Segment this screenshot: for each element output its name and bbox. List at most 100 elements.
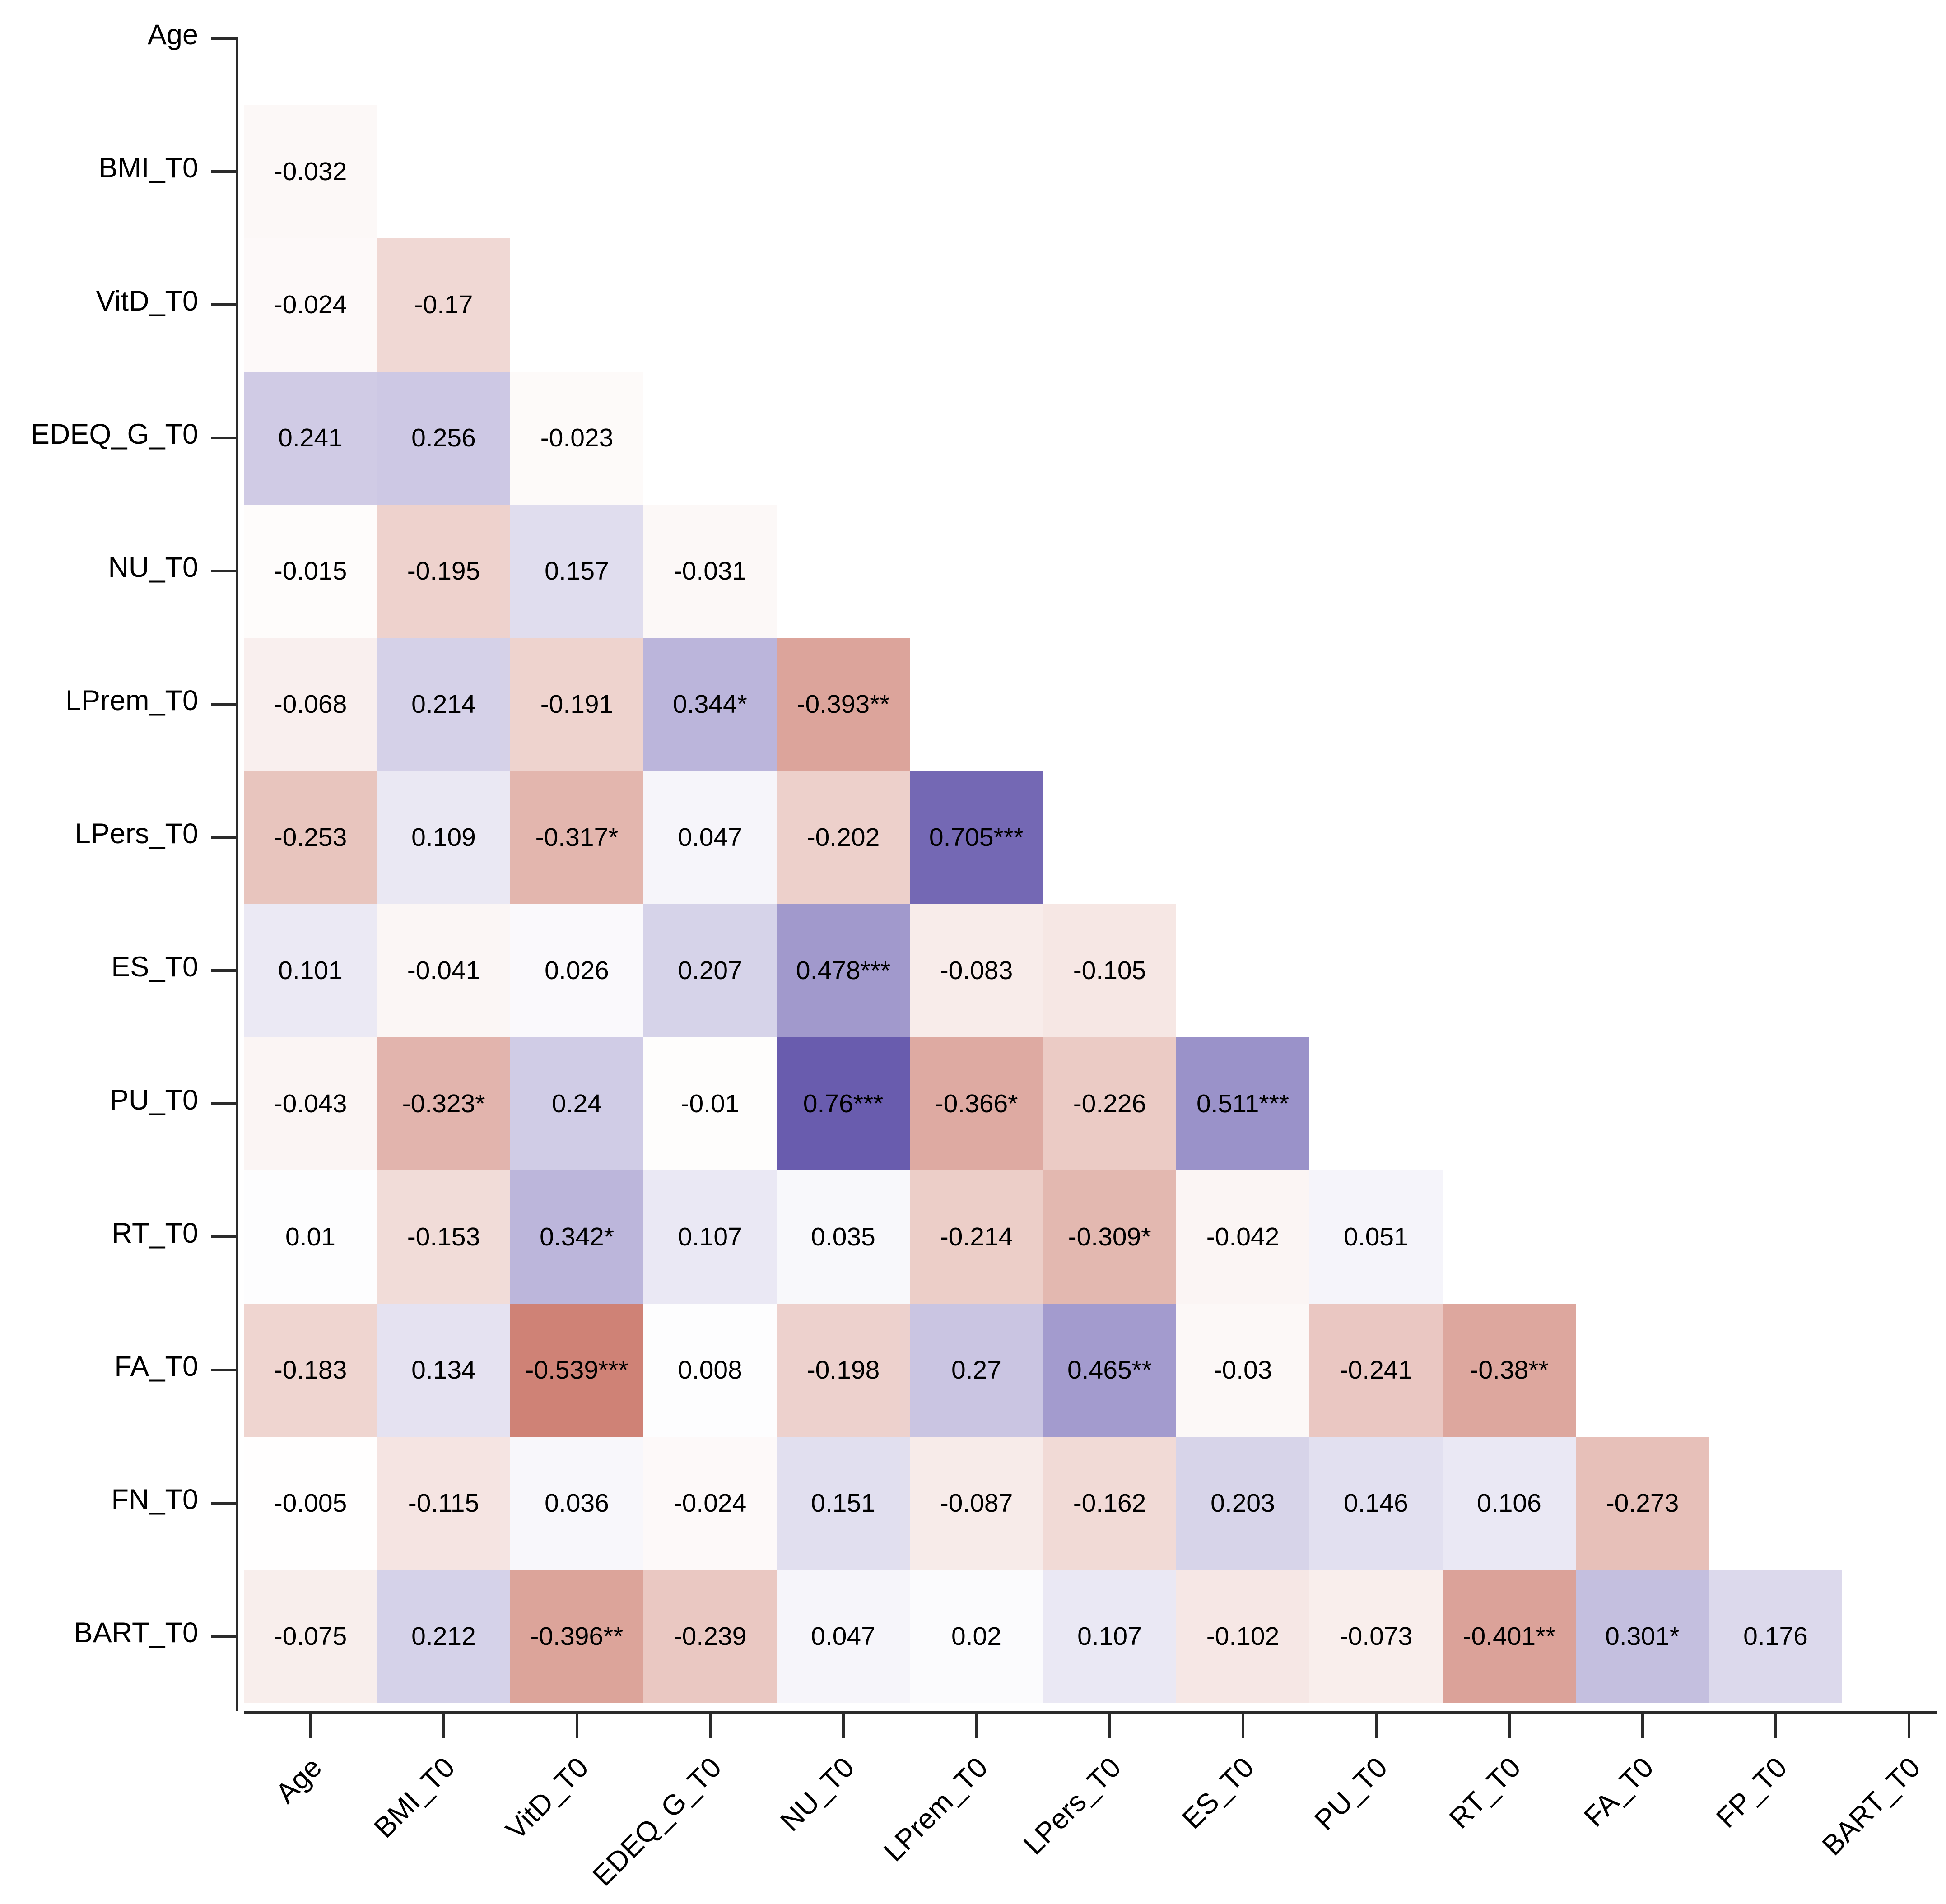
matrix-cell: -0.03 [1176, 1303, 1309, 1437]
matrix-cell: -0.539*** [510, 1303, 643, 1437]
matrix-cell: 0.101 [244, 904, 377, 1037]
row-label: LPers_T0 [74, 818, 198, 850]
matrix-cell: -0.226 [1043, 1037, 1176, 1170]
y-axis-tick [211, 303, 236, 306]
col-label-text: NU_T0 [774, 1751, 861, 1838]
y-axis-tick [211, 37, 236, 40]
matrix-cell: 0.036 [510, 1436, 643, 1570]
matrix-cell: -0.083 [910, 904, 1043, 1037]
col-label-text: BART_T0 [1816, 1751, 1927, 1862]
x-axis-tick [709, 1714, 712, 1738]
row-label: RT_T0 [112, 1217, 198, 1249]
matrix-cell: -0.183 [244, 1303, 377, 1437]
matrix-cell: -0.202 [777, 771, 910, 904]
matrix-cell: -0.01 [643, 1037, 777, 1170]
matrix-cell: 0.24 [510, 1037, 643, 1170]
matrix-cell: 0.76*** [777, 1037, 910, 1170]
y-axis-tick [211, 703, 236, 706]
matrix-cell: -0.214 [910, 1170, 1043, 1304]
y-axis-tick [211, 1235, 236, 1238]
matrix-cell: 0.465** [1043, 1303, 1176, 1437]
matrix-cell: 0.212 [377, 1570, 510, 1703]
row-label: BART_T0 [74, 1617, 198, 1649]
matrix-cell: 0.02 [910, 1570, 1043, 1703]
row-label: FA_T0 [114, 1351, 198, 1382]
col-label-text: LPrem_T0 [877, 1751, 994, 1868]
x-axis-tick [1375, 1714, 1378, 1738]
x-axis-tick [1108, 1714, 1111, 1738]
col-label-text: FA_T0 [1578, 1751, 1660, 1833]
y-axis-tick [211, 1635, 236, 1638]
matrix-cell: 0.107 [643, 1170, 777, 1304]
matrix-cell: -0.195 [377, 504, 510, 638]
matrix-cell: 0.256 [377, 371, 510, 505]
matrix-cell: 0.705*** [910, 771, 1043, 904]
matrix-cell: -0.102 [1176, 1570, 1309, 1703]
y-axis-tick [211, 570, 236, 572]
col-label-text: EDEQ_G_T0 [587, 1751, 728, 1892]
y-axis-tick [211, 969, 236, 972]
matrix-cell: -0.023 [510, 371, 643, 505]
matrix-cell: -0.198 [777, 1303, 910, 1437]
matrix-cell: -0.075 [244, 1570, 377, 1703]
matrix-cell: -0.032 [244, 105, 377, 238]
matrix-cell: -0.068 [244, 637, 377, 771]
col-label-text: BMI_T0 [368, 1751, 461, 1844]
matrix-cell: 0.478*** [777, 904, 910, 1037]
x-axis-tick [1641, 1714, 1644, 1738]
col-label-text: PU_T0 [1308, 1751, 1394, 1836]
x-axis-tick [1774, 1714, 1777, 1738]
matrix-cell: 0.106 [1443, 1436, 1576, 1570]
row-label: NU_T0 [108, 552, 198, 583]
matrix-cell: -0.323* [377, 1037, 510, 1170]
y-axis-line [236, 37, 238, 1711]
matrix-cell: 0.344* [643, 637, 777, 771]
matrix-cell: 0.301* [1576, 1570, 1709, 1703]
matrix-cell: -0.309* [1043, 1170, 1176, 1304]
matrix-cell: 0.047 [777, 1570, 910, 1703]
matrix-cell: -0.153 [377, 1170, 510, 1304]
matrix-cell: 0.151 [777, 1436, 910, 1570]
y-axis-tick [211, 1102, 236, 1105]
x-axis-tick [842, 1714, 845, 1738]
row-label: VitD_T0 [96, 285, 198, 317]
y-axis-tick [211, 437, 236, 439]
x-axis-tick [576, 1714, 578, 1738]
y-axis-tick [211, 1369, 236, 1371]
matrix-cell: 0.207 [643, 904, 777, 1037]
col-label-text: LPers_T0 [1017, 1751, 1127, 1861]
y-axis-tick [211, 836, 236, 839]
matrix-cell: 0.203 [1176, 1436, 1309, 1570]
matrix-cell: 0.035 [777, 1170, 910, 1304]
row-label: EDEQ_G_T0 [30, 418, 198, 450]
matrix-cell: 0.511*** [1176, 1037, 1309, 1170]
matrix-cell: -0.191 [510, 637, 643, 771]
matrix-cell: 0.157 [510, 504, 643, 638]
matrix-cell: -0.253 [244, 771, 377, 904]
matrix-cell: 0.008 [643, 1303, 777, 1437]
x-axis-tick [1908, 1714, 1910, 1738]
x-axis-tick [1508, 1714, 1511, 1738]
matrix-cell: -0.043 [244, 1037, 377, 1170]
col-label-text: RT_T0 [1443, 1751, 1527, 1835]
matrix-cell: 0.051 [1309, 1170, 1443, 1304]
row-label: BMI_T0 [98, 152, 198, 184]
matrix-cell: -0.317* [510, 771, 643, 904]
x-axis-tick [309, 1714, 312, 1738]
x-axis-tick [1242, 1714, 1244, 1738]
matrix-cell: 0.241 [244, 371, 377, 505]
row-label: Age [147, 19, 198, 51]
col-label-text: VitD_T0 [499, 1751, 595, 1846]
matrix-cell: -0.024 [643, 1436, 777, 1570]
y-axis-tick [211, 170, 236, 173]
matrix-cell: 0.342* [510, 1170, 643, 1304]
x-axis-tick [975, 1714, 978, 1738]
matrix-cell: -0.393** [777, 637, 910, 771]
matrix-cell: -0.024 [244, 238, 377, 372]
matrix-cell: -0.396** [510, 1570, 643, 1703]
matrix-cell: 0.026 [510, 904, 643, 1037]
matrix-cell: -0.105 [1043, 904, 1176, 1037]
matrix-cell: -0.073 [1309, 1570, 1443, 1703]
matrix-cell: -0.162 [1043, 1436, 1176, 1570]
